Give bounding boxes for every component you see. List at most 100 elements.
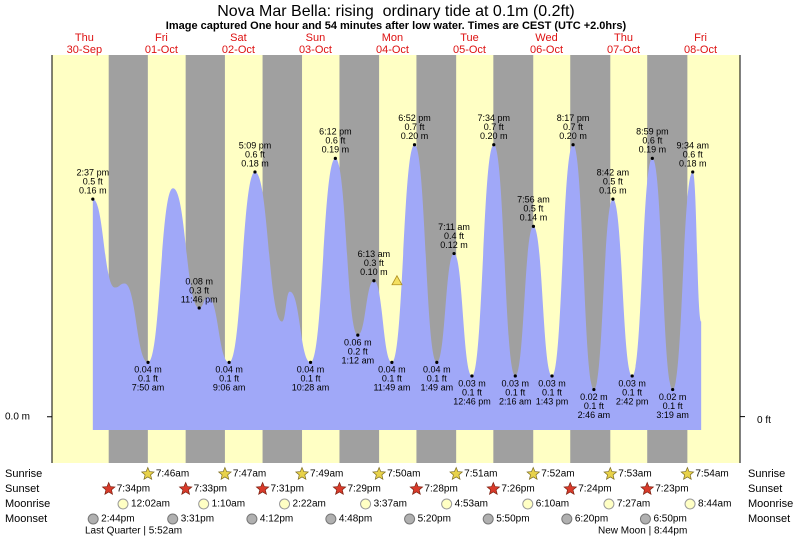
chart-title: Nova Mar Bella: rising ordinary tide at …	[217, 3, 574, 20]
extreme-dot	[412, 143, 417, 147]
moonset-icon	[404, 513, 416, 525]
extreme-label: 0.2 ft	[348, 347, 369, 357]
extreme-dot	[550, 374, 554, 378]
extreme-label: 12:46 pm	[453, 396, 491, 406]
row-time: 5:20pm	[418, 514, 451, 525]
extreme-label: 0.19 m	[639, 145, 667, 155]
day-name: Sun	[306, 32, 326, 44]
extreme-dot	[91, 197, 95, 201]
extreme-label: 0.06 m	[344, 338, 372, 348]
day-date: 05-Oct	[453, 44, 486, 56]
extreme-label: 0.1 ft	[622, 387, 643, 397]
extreme-label: 0.1 ft	[427, 374, 448, 384]
extreme-label: 8:42 am	[597, 168, 630, 178]
row-time: 4:12pm	[260, 514, 293, 525]
row-time: 7:23pm	[655, 484, 688, 495]
extreme-dot	[531, 224, 536, 228]
moonset-icon	[561, 513, 573, 525]
extreme-dot	[691, 170, 695, 174]
moonrise-icon	[684, 498, 696, 510]
extreme-dot	[513, 374, 517, 378]
row-time: 7:27am	[617, 499, 650, 510]
extreme-label: 0.1 ft	[219, 374, 240, 384]
extreme-dot	[611, 197, 615, 201]
extreme-label: 0.5 ft	[83, 177, 104, 187]
extreme-dot	[146, 360, 150, 364]
extreme-label: 0.4 ft	[444, 231, 465, 241]
extreme-label: 9:34 am	[676, 140, 709, 150]
extreme-label: 5:09 pm	[239, 140, 272, 150]
row-time: 7:28pm	[424, 484, 457, 495]
row-time: 7:24pm	[578, 484, 611, 495]
row-time: 7:49am	[310, 469, 343, 480]
row-time: 4:48pm	[339, 514, 372, 525]
extreme-label: 6:13 am	[358, 249, 391, 259]
extreme-label: 0.6 ft	[245, 149, 266, 159]
extreme-label: 11:49 am	[373, 383, 410, 393]
row-time: 6:10am	[536, 499, 569, 510]
extreme-label: 0.04 m	[134, 365, 162, 375]
sunrise-icon	[372, 466, 387, 481]
extreme-label: 0.1 ft	[584, 401, 605, 411]
day-name: Mon	[382, 32, 403, 44]
row-time: 7:29pm	[347, 484, 380, 495]
sunset-icon	[178, 481, 193, 496]
moonrise-icon	[198, 498, 210, 510]
sunrise-icon	[140, 466, 155, 481]
day-name: Tue	[460, 32, 479, 44]
extreme-label: 0.20 m	[559, 131, 587, 141]
extreme-label: 0.1 ft	[663, 401, 684, 411]
row-time: 7:31pm	[271, 484, 304, 495]
y2-tick-label: 0 ft	[757, 415, 771, 426]
extreme-label: 0.5 ft	[603, 177, 624, 187]
extreme-label: 0.18 m	[241, 158, 269, 168]
extreme-label: 0.20 m	[480, 131, 508, 141]
sunset-icon	[255, 481, 270, 496]
extreme-dot	[390, 360, 394, 364]
day-date: 07-Oct	[607, 44, 640, 56]
extreme-label: 8:59 pm	[636, 127, 669, 137]
extreme-dot	[630, 374, 634, 378]
extreme-dot	[492, 143, 496, 147]
extreme-label: 0.3 ft	[189, 285, 210, 295]
moon-phase: New Moon | 8:44pm	[598, 526, 687, 537]
row-time: 7:50am	[387, 469, 420, 480]
extreme-label: 10:28 am	[292, 383, 330, 393]
extreme-label: 0.1 ft	[462, 387, 483, 397]
extreme-label: 0.5 ft	[523, 204, 544, 214]
extreme-label: 8:17 pm	[557, 113, 590, 123]
sunset-icon	[101, 481, 116, 496]
extreme-label: 0.03 m	[458, 378, 486, 388]
sunset-icon	[640, 481, 655, 496]
day-name: Fri	[155, 32, 168, 44]
sunset-icon	[409, 481, 424, 496]
extreme-label: 0.6 ft	[325, 136, 346, 146]
moonset-icon	[167, 513, 179, 525]
extreme-dot	[197, 306, 201, 310]
day-date: 08-Oct	[684, 44, 717, 56]
extreme-label: 0.04 m	[378, 365, 406, 375]
day-name: Sat	[230, 32, 247, 44]
sunrise-icon	[449, 466, 464, 481]
extreme-label: 0.12 m	[440, 240, 468, 250]
extreme-label: 0.1 ft	[542, 387, 563, 397]
extreme-label: 0.04 m	[297, 365, 325, 375]
extreme-label: 6:52 pm	[398, 113, 431, 123]
extreme-label: 0.7 ft	[563, 122, 584, 132]
row-time: 1:10am	[212, 499, 245, 510]
row-time: 3:31pm	[181, 514, 214, 525]
extreme-label: 0.03 m	[618, 378, 646, 388]
row-time: 7:34pm	[117, 484, 150, 495]
chart-subtitle: Image captured One hour and 54 minutes a…	[166, 20, 627, 32]
moonrise-icon	[360, 498, 372, 510]
row-label: Sunrise	[748, 468, 785, 480]
day-date: 30-Sep	[67, 44, 102, 56]
extreme-label: 2:37 pm	[77, 168, 110, 178]
extreme-label: 2:16 am	[499, 396, 532, 406]
row-time: 8:44am	[698, 499, 731, 510]
extreme-label: 3:19 am	[656, 410, 689, 420]
day-date: 02-Oct	[222, 44, 255, 56]
day-date: 03-Oct	[299, 44, 332, 56]
extreme-label: 0.03 m	[502, 378, 530, 388]
